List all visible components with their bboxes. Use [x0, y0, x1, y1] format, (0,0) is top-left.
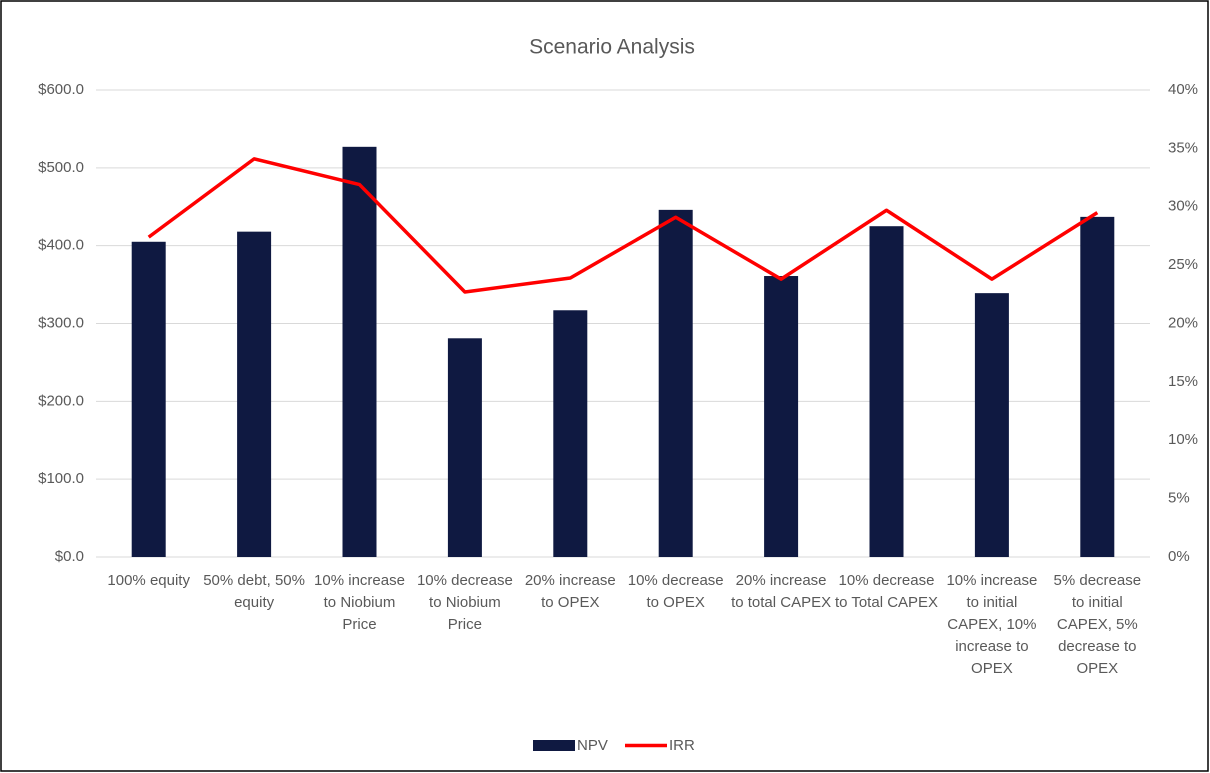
- legend-label: NPV: [577, 737, 608, 754]
- bar: [553, 310, 588, 557]
- y2-tick-label: 0%: [1168, 548, 1190, 565]
- x-tick-label: 20% increase to total CAPEX: [731, 572, 832, 611]
- x-tick-label: 10% increase to Niobium Price: [314, 572, 405, 633]
- y2-tick-label: 35%: [1168, 139, 1198, 156]
- x-tick-label: 5% decrease to initial CAPEX, 5% decreas…: [1053, 572, 1142, 677]
- bar: [342, 146, 377, 557]
- bar: [1080, 216, 1115, 557]
- x-tick-label: 10% increase to initial CAPEX, 10% incre…: [946, 572, 1038, 677]
- y2-tick-label: 20%: [1168, 314, 1198, 331]
- x-tick-label: 10% decrease to OPEX: [627, 572, 724, 611]
- bar: [131, 241, 166, 557]
- y2-tick-label: 5%: [1168, 490, 1190, 507]
- y2-tick-label: 15%: [1168, 373, 1198, 390]
- x-tick-label: 50% debt, 50% equity: [203, 572, 305, 611]
- legend-swatch: [533, 740, 575, 751]
- bar: [237, 231, 272, 557]
- chart-title: Scenario Analysis: [529, 36, 695, 59]
- x-tick-label: 20% increase to OPEX: [524, 572, 616, 611]
- x-tick-label: 10% decrease to Total CAPEX: [834, 572, 939, 611]
- bar: [764, 276, 799, 557]
- legend-label: IRR: [669, 737, 695, 754]
- y-tick-label: $500.0: [38, 159, 84, 176]
- y2-tick-label: 10%: [1168, 431, 1198, 448]
- line: [147, 157, 1099, 294]
- bar: [869, 226, 904, 558]
- bar: [447, 338, 482, 557]
- x-tick-label: 10% decrease to Niobium Price: [416, 572, 513, 633]
- y-tick-label: $300.0: [38, 314, 84, 331]
- y-tick-label: $100.0: [38, 470, 84, 487]
- x-tick-label: 100% equity: [107, 572, 190, 589]
- y2-tick-label: 30%: [1168, 198, 1198, 215]
- y-tick-label: $200.0: [38, 392, 84, 409]
- y-tick-label: $0.0: [55, 548, 84, 565]
- y2-tick-label: 25%: [1168, 256, 1198, 273]
- y2-tick-label: 40%: [1168, 81, 1198, 98]
- y-tick-label: $400.0: [38, 237, 84, 254]
- bar: [974, 293, 1009, 557]
- bar: [658, 209, 693, 557]
- y-tick-label: $600.0: [38, 81, 84, 98]
